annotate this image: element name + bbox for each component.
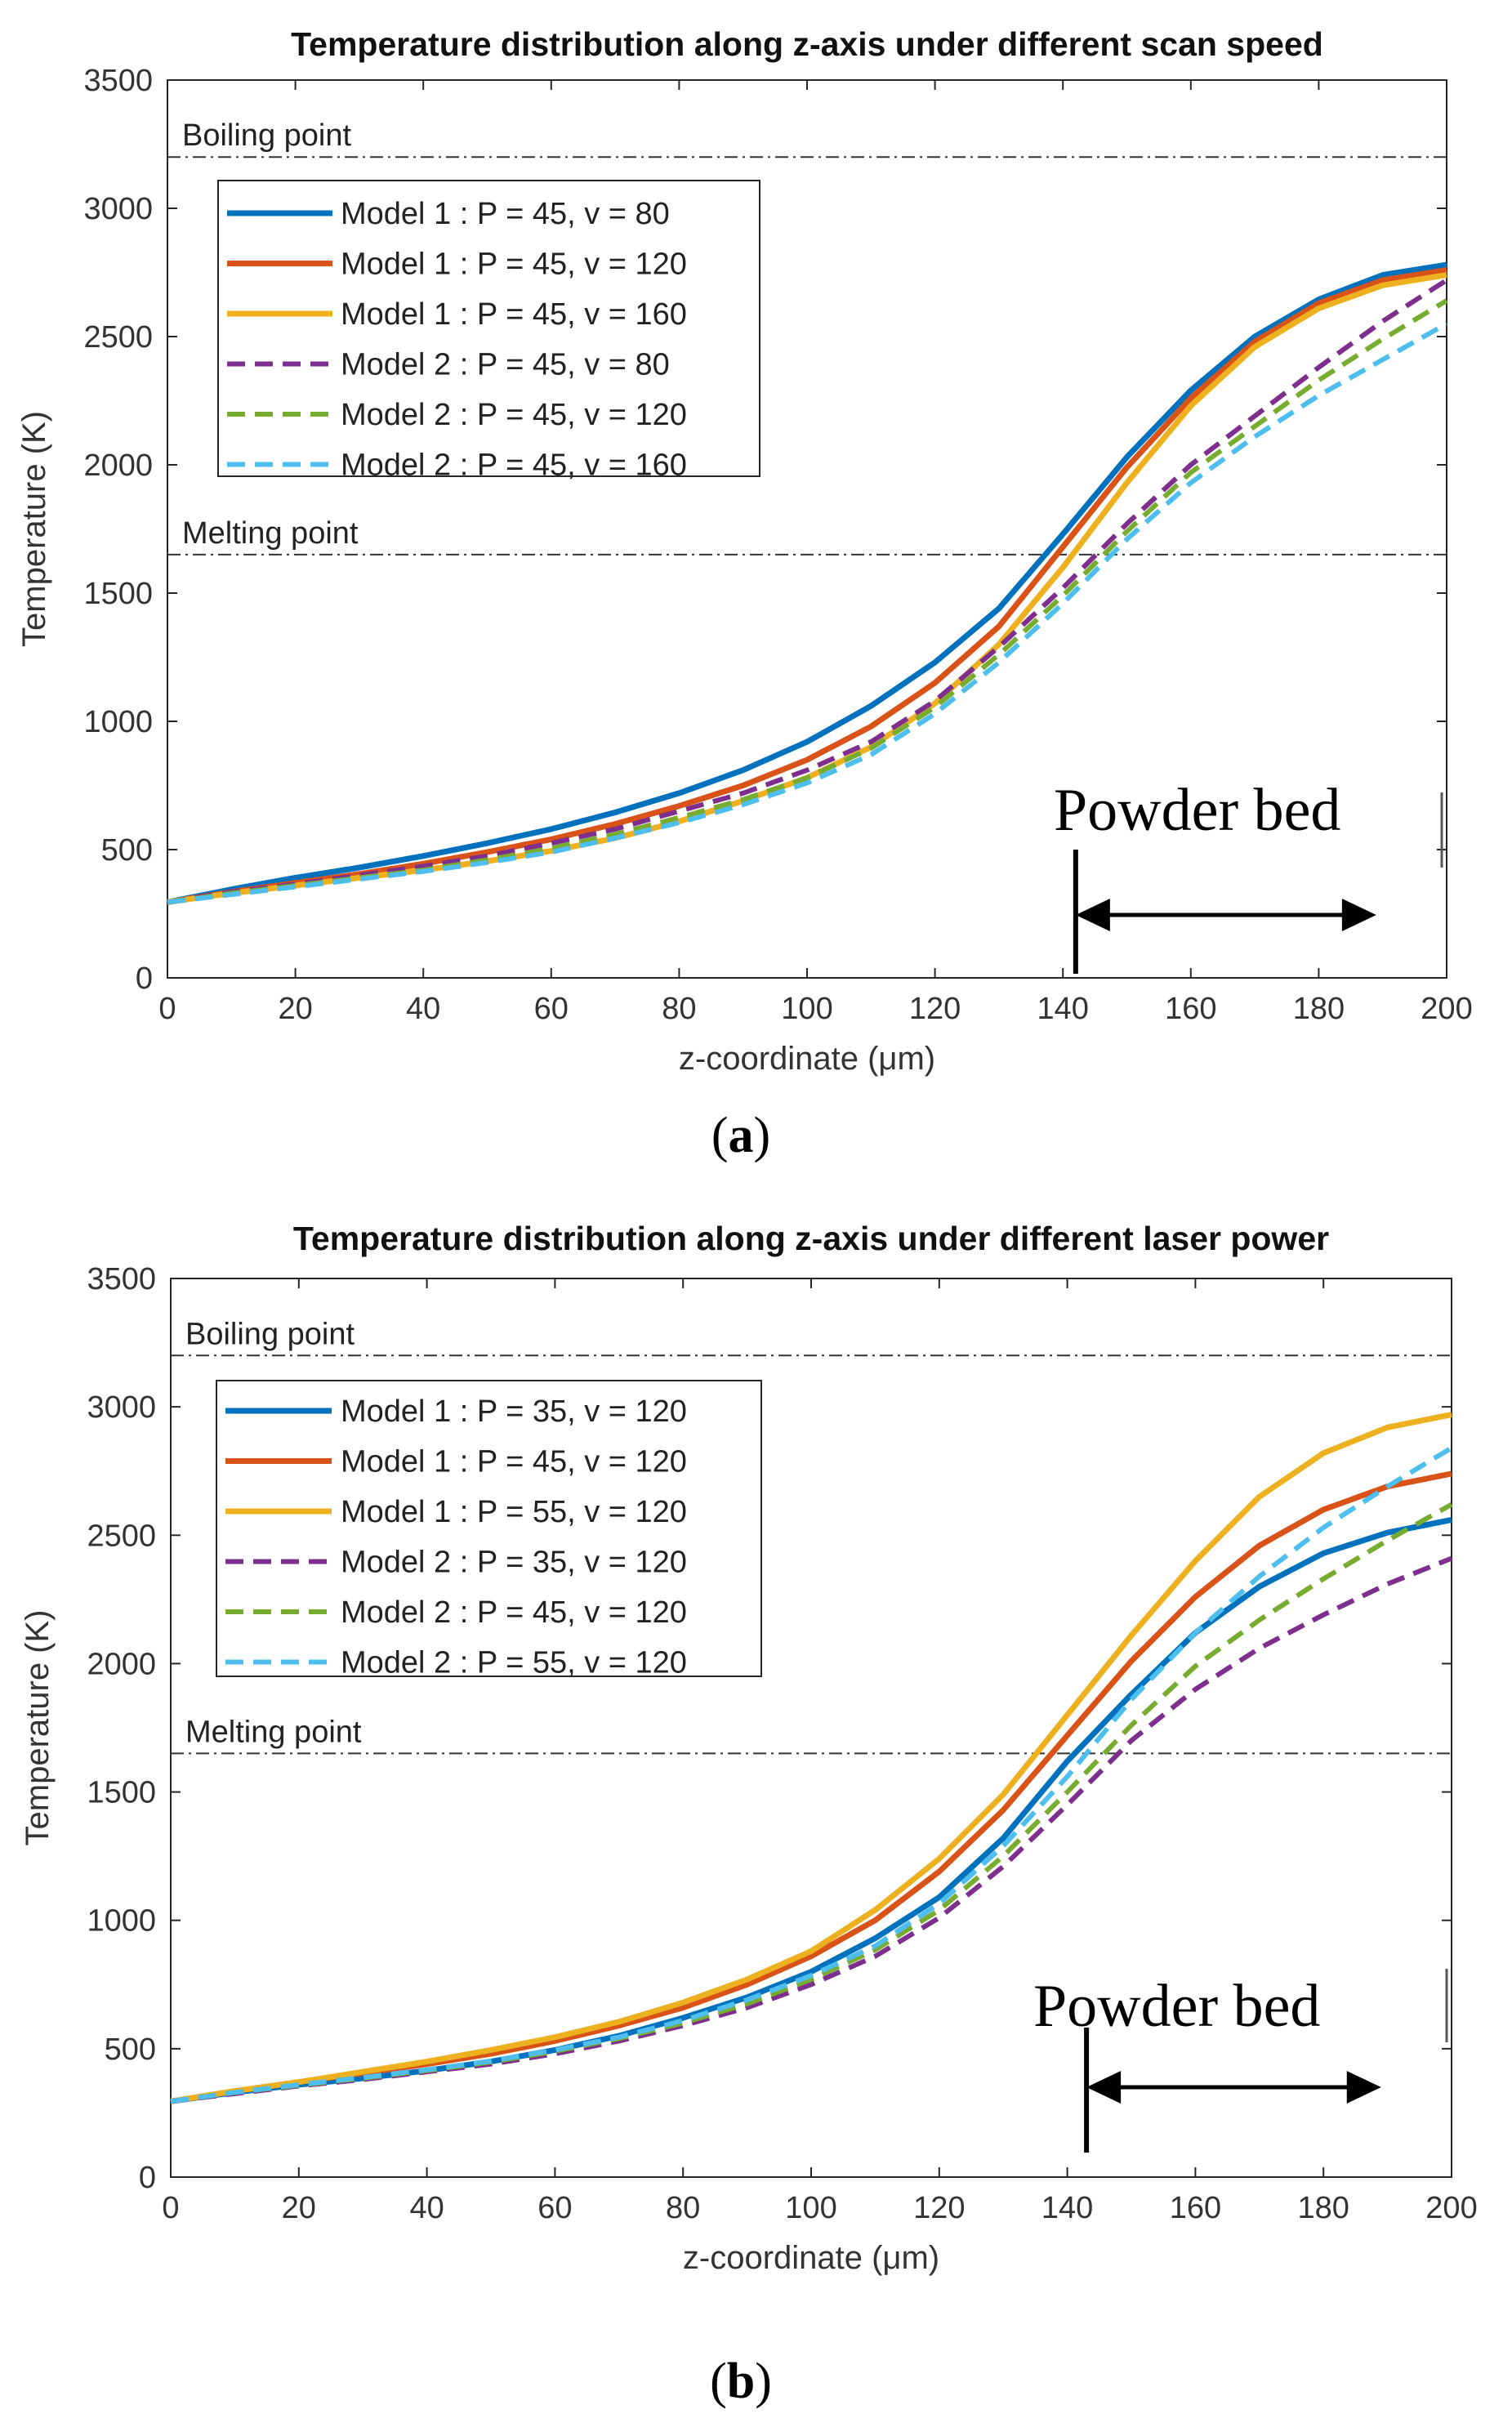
series-line [167,266,1447,905]
y-tick-label: 0 [136,962,153,996]
y-axis-label: Temperature (K) [16,411,52,647]
x-tick-label: 160 [1165,992,1216,1026]
x-tick-label: 20 [282,2191,316,2225]
x-tick-label: 80 [666,2191,700,2225]
x-tick-label: 140 [1037,992,1088,1026]
y-tick-label: 1000 [87,1904,156,1939]
powder-bed-arrowhead-right [1341,899,1376,931]
legend-entry: Model 2 : P = 45, v = 80 [341,348,670,382]
legend-entry: Model 2 : P = 45, v = 120 [341,1595,687,1630]
reference-label: Melting point [185,1715,362,1749]
y-tick-label: 2500 [83,320,153,355]
x-axis-label: z-coordinate (μm) [679,1041,935,1077]
legend-entry: Model 1 : P = 45, v = 160 [341,297,687,332]
x-tick-label: 160 [1170,2191,1221,2225]
y-tick-label: 2500 [87,1519,156,1553]
legend-entry: Model 2 : P = 35, v = 120 [341,1546,687,1580]
legend-entry: Model 1 : P = 35, v = 120 [341,1394,687,1429]
caption-open: ( [711,1108,729,1163]
x-tick-label: 140 [1041,2191,1093,2225]
panel-caption: (a) [711,1108,770,1163]
x-tick-label: 120 [909,992,961,1026]
x-tick-label: 200 [1425,2191,1477,2225]
x-tick-label: 20 [278,992,312,1026]
caption-close: ) [755,2354,772,2409]
y-tick-label: 3000 [87,1390,156,1425]
powder-bed-arrowhead-left [1086,2071,1122,2104]
powder-bed-arrowhead-right [1346,2071,1381,2104]
y-tick-label: 3500 [83,64,153,98]
legend-box [217,180,760,477]
legend-entry: Model 1 : P = 45, v = 120 [341,248,687,282]
y-axis-label: Temperature (K) [20,1610,56,1846]
legend-entry: Model 1 : P = 55, v = 120 [341,1495,687,1529]
x-axis-label: z-coordinate (μm) [683,2240,939,2276]
y-tick-label: 3000 [83,192,153,226]
reference-label: Boiling point [185,1317,355,1351]
reference-label: Boiling point [182,118,351,153]
x-tick-label: 0 [158,992,176,1026]
chart-title: Temperature distribution along z-axis un… [293,1220,1329,1257]
legend-entry: Model 1 : P = 45, v = 120 [341,1445,687,1479]
y-tick-label: 1000 [83,705,153,739]
reference-label: Melting point [182,516,359,551]
x-tick-label: 100 [781,992,832,1026]
x-tick-label: 60 [534,992,569,1026]
x-tick-label: 120 [913,2191,965,2225]
y-tick-label: 500 [101,833,153,868]
chart-panel-b: Temperature distribution along z-axis un… [20,1220,1478,2409]
x-tick-label: 180 [1297,2191,1349,2225]
caption-letter: a [729,1108,754,1163]
y-tick-label: 2000 [87,1647,156,1681]
series-line [170,1501,1453,2104]
powder-bed-arrowhead-left [1075,899,1110,931]
chart-panel-a: Temperature distribution along z-axis un… [16,25,1473,1163]
y-tick-label: 2000 [83,448,153,483]
x-tick-label: 80 [662,992,696,1026]
caption-open: ( [710,2354,727,2409]
series-line [167,321,1448,905]
panel-caption: (b) [710,2354,772,2409]
series-line [167,278,1448,905]
y-tick-label: 3500 [87,1262,156,1296]
x-tick-label: 60 [537,2191,572,2225]
x-tick-label: 40 [409,2191,444,2225]
legend-entry: Model 2 : P = 55, v = 120 [341,1646,687,1680]
series-line [170,1555,1453,2104]
series-line [167,298,1448,905]
chart-title: Temperature distribution along z-axis un… [291,25,1323,63]
legend-entry: Model 2 : P = 45, v = 120 [341,398,687,432]
powder-bed-label: Powder bed [1054,777,1340,844]
legend-box [216,1380,762,1677]
x-tick-label: 200 [1421,992,1472,1026]
y-tick-label: 0 [139,2161,156,2195]
y-tick-label: 500 [105,2032,156,2067]
series-line [167,261,1447,905]
series-line [170,1412,1452,2104]
x-tick-label: 180 [1293,992,1345,1026]
x-tick-label: 40 [406,992,440,1026]
legend-entry: Model 1 : P = 45, v = 80 [341,197,670,231]
caption-letter: b [727,2354,755,2409]
x-tick-label: 100 [785,2191,836,2225]
series-line [170,1445,1453,2104]
legend-entry: Model 2 : P = 45, v = 160 [341,448,687,483]
y-tick-label: 1500 [83,577,153,611]
powder-bed-label: Powder bed [1033,1973,1320,2040]
x-tick-label: 0 [162,2191,179,2225]
y-tick-label: 1500 [87,1776,156,1810]
caption-close: ) [754,1108,771,1163]
series-line [170,1516,1452,2104]
